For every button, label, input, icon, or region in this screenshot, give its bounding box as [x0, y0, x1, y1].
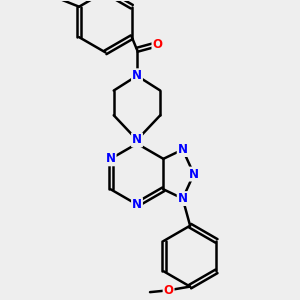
Text: N: N — [132, 134, 142, 146]
Text: N: N — [178, 192, 188, 205]
Text: O: O — [152, 38, 162, 51]
Text: N: N — [178, 143, 188, 156]
Text: N: N — [106, 152, 116, 165]
Text: O: O — [164, 284, 174, 297]
Text: N: N — [132, 69, 142, 82]
Text: N: N — [132, 198, 142, 211]
Text: N: N — [189, 168, 199, 181]
